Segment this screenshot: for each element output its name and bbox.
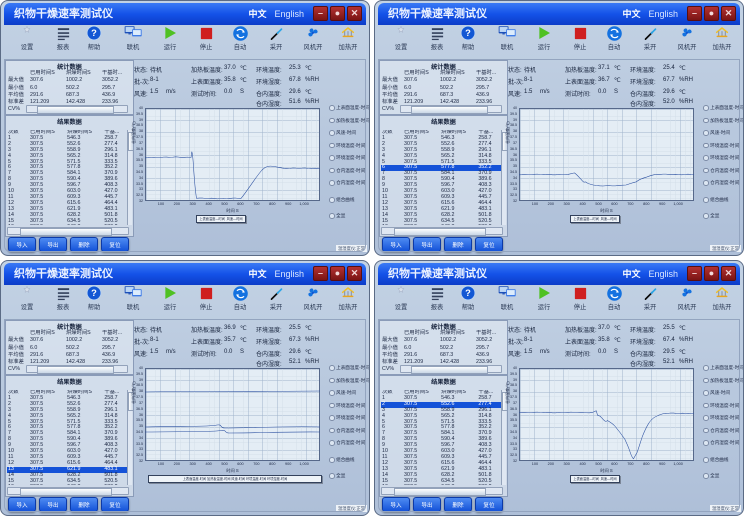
svg-text:?: ? [91, 28, 97, 38]
svg-text:?: ? [465, 288, 471, 298]
svg-text:?: ? [91, 288, 97, 298]
svg-text:?: ? [465, 28, 471, 38]
